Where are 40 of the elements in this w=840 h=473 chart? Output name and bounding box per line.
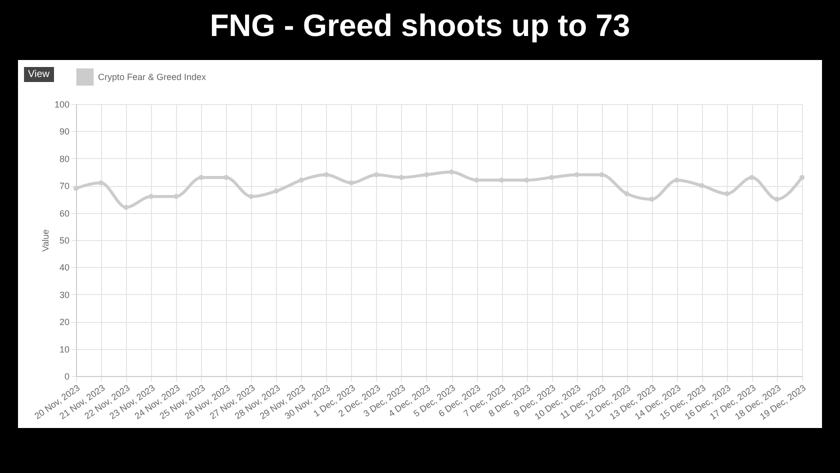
point [198,174,204,180]
point [398,174,404,180]
point [274,188,279,194]
point [98,180,104,186]
point [549,174,554,180]
y-tick-label: 80 [59,154,70,164]
y-tick-label: 50 [59,236,70,246]
legend-label: Crypto Fear & Greed Index [98,72,207,82]
point [699,183,704,188]
y-tick-label: 40 [59,262,70,273]
y-tick-label: 90 [59,126,70,137]
y-axis-title: Value [40,229,50,252]
point [124,204,129,210]
chart-title: FNG - Greed shoots up to 73 [208,7,632,45]
point [749,174,754,180]
point [374,172,379,178]
point [649,196,654,202]
point [624,191,630,196]
y-tick-label: 70 [59,181,70,192]
point [599,172,604,178]
y-tick-label: 60 [59,208,70,218]
y-tick-label: 30 [59,290,70,300]
point [574,172,580,178]
point [298,178,304,183]
y-tick-label: 10 [59,344,70,354]
point [724,191,730,196]
y-tick-label: 100 [54,100,70,110]
point [324,172,329,178]
point [248,194,254,199]
point [800,174,804,180]
point [224,174,229,180]
y-tick-label: 0 [64,372,70,382]
point [774,196,780,202]
point [449,170,454,174]
y-tick-label: 20 [59,317,70,328]
point [74,186,78,191]
point [174,194,179,199]
point [348,180,354,186]
view-button: View [24,67,54,82]
point [674,178,680,183]
